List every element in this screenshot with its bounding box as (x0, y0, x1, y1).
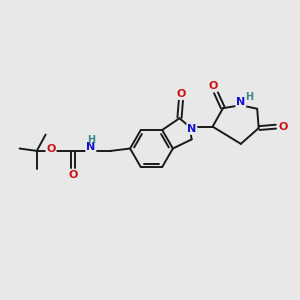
Text: O: O (68, 170, 78, 180)
Text: N: N (236, 97, 245, 106)
Text: N: N (187, 124, 196, 134)
Text: O: O (208, 81, 218, 91)
Text: N: N (86, 142, 95, 152)
Text: O: O (176, 89, 186, 99)
Text: O: O (278, 122, 288, 132)
Text: O: O (46, 144, 56, 154)
Text: H: H (87, 136, 95, 146)
Text: H: H (245, 92, 253, 102)
